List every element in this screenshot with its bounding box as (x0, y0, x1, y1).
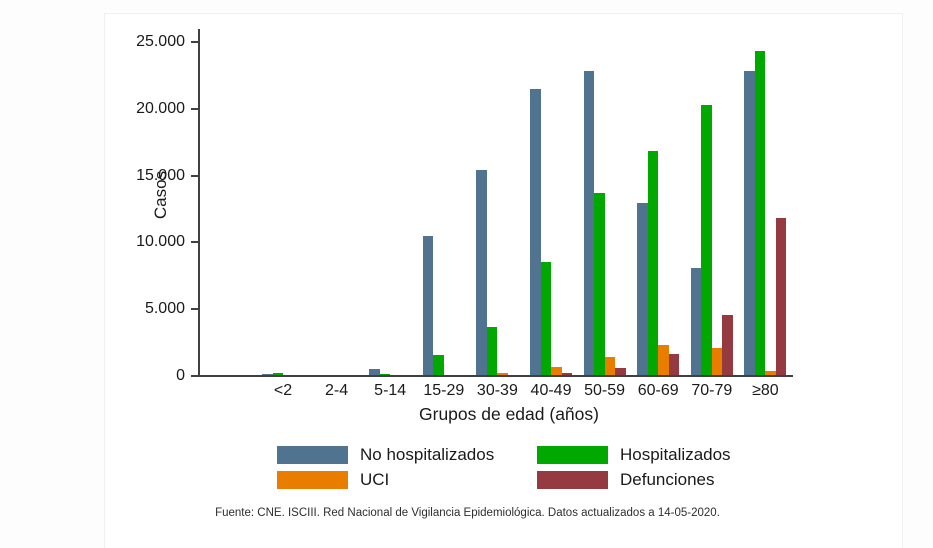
x-category-label: 50-59 (584, 382, 626, 399)
legend-swatch-defunciones (537, 471, 608, 489)
y-tick-label: 20.000 (136, 99, 185, 117)
y-tick-mark (191, 174, 199, 177)
legend-swatch-hospitalizados (537, 446, 608, 464)
legend-item-no-hospitalizados: No hospitalizados (277, 445, 537, 465)
bar (272, 373, 283, 376)
y-tick-label: 25.000 (136, 33, 185, 50)
bar (711, 347, 723, 376)
bar (379, 373, 391, 376)
y-tick-label: 15.000 (136, 166, 185, 184)
bar (647, 150, 659, 376)
chart-legend: No hospitalizados Hospitalizados UCI Def… (277, 445, 731, 490)
y-tick-mark (191, 107, 199, 110)
x-category-label: 60-69 (637, 382, 679, 399)
bar (690, 267, 702, 376)
bar (604, 357, 616, 376)
bar (433, 354, 444, 376)
bar (486, 326, 498, 376)
legend-swatch-uci (277, 471, 348, 489)
legend-item-hospitalizados: Hospitalizados (537, 445, 731, 465)
bar (422, 235, 434, 376)
y-tick-mark (191, 41, 199, 43)
bar (497, 373, 508, 376)
bar (722, 315, 733, 376)
legend-label-defunciones: Defunciones (620, 470, 715, 489)
bar (775, 218, 787, 376)
x-category-label: <2 (273, 382, 293, 399)
x-axis-title: Grupos de edad (años) (419, 404, 599, 424)
y-tick-label: 10.000 (136, 233, 185, 251)
legend-label-hospitalizados: Hospitalizados (620, 445, 731, 464)
x-category-label: 15-29 (423, 382, 465, 399)
bar (262, 373, 273, 376)
legend-item-defunciones: Defunciones (537, 470, 731, 490)
bar (615, 367, 626, 376)
x-category-label: 70-79 (691, 382, 733, 399)
bar (668, 353, 680, 376)
bar (754, 51, 766, 376)
bar (551, 367, 562, 376)
legend-item-uci: UCI (277, 470, 537, 490)
y-tick-mark (191, 241, 199, 244)
bar (369, 368, 380, 376)
x-category-label: 30-39 (476, 382, 518, 399)
bar (744, 71, 755, 376)
x-category-label: 2-4 (325, 382, 349, 399)
y-tick-mark (191, 375, 199, 377)
bar (765, 370, 776, 376)
x-category-label: 40-49 (530, 382, 572, 399)
bar (594, 192, 605, 376)
x-category-label: 5-14 (374, 382, 407, 399)
bar (530, 89, 541, 376)
bar (658, 345, 669, 376)
source-note: Fuente: CNE. ISCIII. Red Nacional de Vig… (215, 507, 720, 519)
y-axis-line (198, 29, 200, 377)
chart-panel (104, 13, 903, 548)
bar (476, 170, 487, 376)
bar (540, 262, 551, 376)
x-category-label: ≥80 (752, 382, 779, 399)
legend-swatch-no-hospitalizados (277, 446, 348, 464)
y-tick-label: 0 (176, 367, 185, 384)
x-axis-category-labels: <2 2-4 5-14 15-29 30-39 40-49 50-59 60-69 70-79 ≥… (199, 382, 790, 404)
legend-label-uci: UCI (360, 470, 390, 489)
legend-label-no-hospitalizados: No hospitalizados (360, 445, 495, 464)
x-axis-line (196, 375, 793, 377)
bar (637, 203, 648, 376)
bar (701, 105, 712, 376)
y-tick-label: 5.000 (144, 300, 185, 318)
bar (561, 373, 572, 376)
bar (583, 71, 595, 376)
plot-area (199, 30, 790, 376)
y-tick-mark (191, 308, 199, 311)
